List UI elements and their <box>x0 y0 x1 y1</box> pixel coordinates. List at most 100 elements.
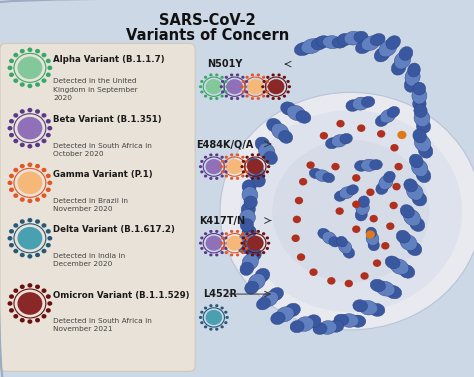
Circle shape <box>392 183 401 190</box>
Circle shape <box>42 288 46 293</box>
Ellipse shape <box>417 119 430 133</box>
Circle shape <box>199 316 202 319</box>
Circle shape <box>224 321 228 324</box>
Circle shape <box>209 177 212 180</box>
Circle shape <box>200 90 203 93</box>
Circle shape <box>230 253 233 256</box>
Circle shape <box>241 251 245 254</box>
Circle shape <box>204 325 207 328</box>
Ellipse shape <box>255 268 270 282</box>
Circle shape <box>262 95 265 98</box>
Circle shape <box>224 90 228 93</box>
Circle shape <box>299 178 307 185</box>
Circle shape <box>221 80 224 83</box>
Text: Alpha Variant (B.1.1.7): Alpha Variant (B.1.1.7) <box>53 55 165 64</box>
Ellipse shape <box>356 201 369 215</box>
Circle shape <box>230 177 233 180</box>
Circle shape <box>390 144 399 152</box>
Circle shape <box>242 160 245 163</box>
Circle shape <box>8 181 12 185</box>
Ellipse shape <box>296 317 314 331</box>
Circle shape <box>46 119 51 124</box>
Circle shape <box>20 285 25 289</box>
Circle shape <box>245 170 248 173</box>
Ellipse shape <box>326 138 339 149</box>
Circle shape <box>266 95 270 98</box>
Circle shape <box>200 80 203 83</box>
Ellipse shape <box>329 320 344 332</box>
Text: Beta Variant (B.1.351): Beta Variant (B.1.351) <box>53 115 162 124</box>
Circle shape <box>230 74 233 77</box>
Circle shape <box>35 164 40 169</box>
Circle shape <box>215 230 219 233</box>
Circle shape <box>9 229 14 234</box>
Ellipse shape <box>248 164 264 182</box>
Circle shape <box>273 140 429 282</box>
Ellipse shape <box>386 285 401 299</box>
Circle shape <box>46 229 51 234</box>
Ellipse shape <box>413 82 426 95</box>
Ellipse shape <box>379 175 393 190</box>
Ellipse shape <box>412 192 427 206</box>
Circle shape <box>230 97 233 100</box>
Circle shape <box>200 160 203 163</box>
Circle shape <box>224 247 228 250</box>
Circle shape <box>256 230 260 233</box>
Text: L452R: L452R <box>203 289 237 299</box>
Circle shape <box>261 85 264 88</box>
Circle shape <box>306 161 315 169</box>
Circle shape <box>220 92 474 330</box>
Circle shape <box>9 174 14 178</box>
Circle shape <box>256 97 260 100</box>
Ellipse shape <box>334 191 346 201</box>
Circle shape <box>221 170 224 173</box>
Circle shape <box>20 253 25 257</box>
Ellipse shape <box>359 300 378 315</box>
Circle shape <box>331 163 340 170</box>
Circle shape <box>283 95 286 98</box>
Ellipse shape <box>400 234 417 251</box>
Circle shape <box>394 163 403 170</box>
Circle shape <box>199 242 202 245</box>
Ellipse shape <box>242 225 256 239</box>
Circle shape <box>265 247 269 250</box>
Ellipse shape <box>261 291 278 307</box>
Circle shape <box>206 236 222 251</box>
Circle shape <box>225 232 228 235</box>
Ellipse shape <box>296 110 311 123</box>
Circle shape <box>262 175 265 178</box>
Ellipse shape <box>247 158 261 172</box>
Circle shape <box>35 285 40 289</box>
Circle shape <box>27 199 32 203</box>
Ellipse shape <box>410 154 423 168</box>
Ellipse shape <box>332 37 347 48</box>
Circle shape <box>9 294 14 299</box>
Circle shape <box>245 236 248 239</box>
Ellipse shape <box>387 106 400 118</box>
Circle shape <box>352 174 360 182</box>
Circle shape <box>220 325 224 328</box>
Ellipse shape <box>318 228 330 239</box>
Text: K417T/N: K417T/N <box>199 216 246 225</box>
Ellipse shape <box>338 240 352 254</box>
Ellipse shape <box>413 97 426 110</box>
Circle shape <box>240 85 244 88</box>
Ellipse shape <box>346 100 360 111</box>
Circle shape <box>27 162 32 167</box>
Circle shape <box>242 247 245 250</box>
Ellipse shape <box>414 109 430 127</box>
Circle shape <box>224 311 228 314</box>
Ellipse shape <box>386 36 401 49</box>
Circle shape <box>13 113 18 118</box>
Circle shape <box>42 223 46 228</box>
Circle shape <box>42 113 46 118</box>
Circle shape <box>242 170 245 173</box>
Circle shape <box>265 80 269 83</box>
Ellipse shape <box>396 230 410 243</box>
Circle shape <box>35 143 40 147</box>
Circle shape <box>286 90 290 93</box>
Circle shape <box>262 156 265 159</box>
Circle shape <box>295 197 303 204</box>
Ellipse shape <box>238 241 251 254</box>
Ellipse shape <box>405 68 420 86</box>
